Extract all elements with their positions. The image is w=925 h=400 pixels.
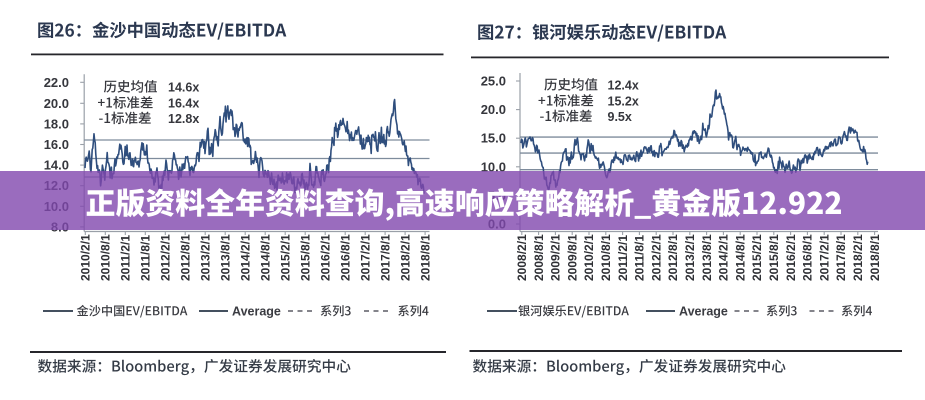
svg-text:14.6x: 14.6x — [168, 81, 199, 95]
svg-text:10.0: 10.0 — [481, 159, 506, 174]
svg-text:2013/2/1: 2013/2/1 — [198, 234, 212, 281]
svg-text:2016/8/1: 2016/8/1 — [801, 234, 815, 281]
svg-text:Average: Average — [679, 304, 728, 318]
svg-text:20.0: 20.0 — [44, 96, 69, 111]
svg-text:2013/8/1: 2013/8/1 — [700, 234, 714, 281]
svg-text:2015/8/1: 2015/8/1 — [767, 234, 781, 281]
svg-text:2014/8/1: 2014/8/1 — [258, 234, 272, 281]
svg-text:2016/8/1: 2016/8/1 — [338, 234, 352, 281]
svg-text:16.0: 16.0 — [44, 137, 69, 152]
svg-text:2014/2/1: 2014/2/1 — [238, 234, 252, 281]
svg-text:12.8x: 12.8x — [168, 112, 199, 126]
svg-text:2010/2/1: 2010/2/1 — [582, 234, 596, 281]
svg-text:9.5x: 9.5x — [608, 110, 632, 124]
svg-text:22.0: 22.0 — [44, 75, 69, 90]
svg-text:2017/8/1: 2017/8/1 — [378, 234, 392, 281]
svg-text:2010/2/1: 2010/2/1 — [79, 234, 93, 281]
svg-text:2015/8/1: 2015/8/1 — [298, 234, 312, 281]
svg-text:2016/2/1: 2016/2/1 — [318, 234, 332, 281]
svg-text:20.0: 20.0 — [481, 102, 506, 117]
svg-text:15.2x: 15.2x — [608, 95, 639, 109]
svg-text:2012/2/1: 2012/2/1 — [159, 234, 173, 281]
svg-text:2012/8/1: 2012/8/1 — [178, 234, 192, 281]
svg-text:18.0: 18.0 — [44, 116, 69, 131]
svg-text:2016/2/1: 2016/2/1 — [784, 234, 798, 281]
svg-text:2009/8/1: 2009/8/1 — [565, 234, 579, 281]
svg-text:2010/8/1: 2010/8/1 — [599, 234, 613, 281]
svg-text:2008/8/1: 2008/8/1 — [532, 234, 546, 281]
svg-text:14.0: 14.0 — [44, 158, 69, 173]
svg-text:2008/2/1: 2008/2/1 — [515, 234, 529, 281]
svg-text:12.4x: 12.4x — [608, 79, 639, 93]
svg-text:2015/2/1: 2015/2/1 — [278, 234, 292, 281]
svg-text:2011/2/1: 2011/2/1 — [616, 235, 630, 281]
svg-text:2018/2/1: 2018/2/1 — [851, 234, 865, 281]
svg-text:2018/8/1: 2018/8/1 — [418, 234, 432, 281]
svg-text:Average: Average — [232, 304, 281, 318]
svg-text:15.0: 15.0 — [481, 131, 506, 146]
svg-text:2017/2/1: 2017/2/1 — [358, 234, 372, 281]
svg-text:2011/8/1: 2011/8/1 — [139, 235, 153, 281]
svg-text:2014/8/1: 2014/8/1 — [733, 234, 747, 281]
svg-text:2011/2/1: 2011/2/1 — [119, 235, 133, 281]
svg-text:2018/2/1: 2018/2/1 — [398, 234, 412, 281]
svg-text:2018/8/1: 2018/8/1 — [868, 234, 882, 281]
svg-text:2011/8/1: 2011/8/1 — [633, 235, 647, 281]
svg-text:16.4x: 16.4x — [168, 97, 199, 111]
svg-text:2009/2/1: 2009/2/1 — [549, 234, 563, 281]
svg-text:2017/8/1: 2017/8/1 — [834, 234, 848, 281]
svg-text:2015/2/1: 2015/2/1 — [750, 234, 764, 281]
svg-text:2013/2/1: 2013/2/1 — [683, 234, 697, 281]
svg-text:25.0: 25.0 — [481, 74, 506, 89]
svg-text:2010/8/1: 2010/8/1 — [99, 234, 113, 281]
svg-text:2013/8/1: 2013/8/1 — [218, 234, 232, 281]
svg-text:2012/2/1: 2012/2/1 — [649, 234, 663, 281]
svg-text:2012/8/1: 2012/8/1 — [666, 234, 680, 281]
svg-text:2017/2/1: 2017/2/1 — [817, 234, 831, 281]
svg-text:2014/2/1: 2014/2/1 — [717, 234, 731, 281]
